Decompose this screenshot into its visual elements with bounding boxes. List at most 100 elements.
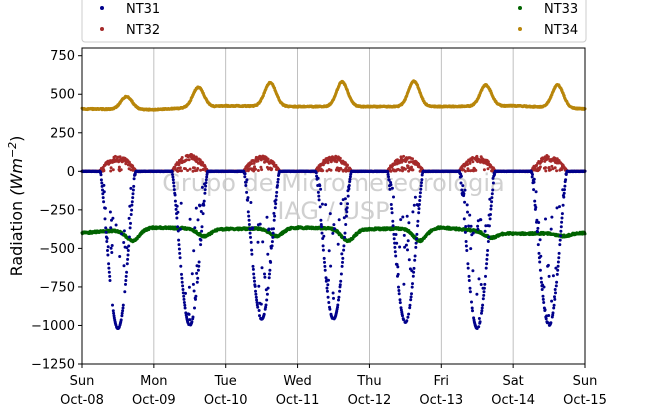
point-nt31: [181, 284, 185, 288]
point-nt31: [183, 303, 187, 307]
point-nt31: [345, 206, 349, 210]
point-nt31: [127, 216, 131, 220]
point-nt31: [316, 190, 320, 194]
point-nt31: [343, 235, 347, 239]
point-nt31: [338, 289, 342, 293]
point-nt32: [270, 167, 274, 171]
point-nt31: [340, 264, 344, 268]
point-nt32: [411, 168, 415, 172]
point-nt32: [259, 165, 263, 169]
point-nt31: [120, 311, 124, 315]
legend-label-nt31: NT31: [126, 2, 160, 17]
point-nt31: [272, 218, 276, 222]
point-nt31: [130, 208, 134, 212]
point-nt31: [190, 272, 194, 276]
point-nt31: [244, 184, 248, 187]
point-nt31: [131, 192, 135, 196]
point-nt31: [263, 275, 267, 279]
point-nt31: [191, 282, 195, 286]
point-nt32: [544, 169, 548, 173]
point-nt31: [177, 238, 181, 242]
point-nt31: [182, 297, 186, 301]
point-nt31: [324, 203, 328, 207]
point-nt31: [199, 210, 203, 213]
point-nt31: [265, 215, 269, 219]
legend-marker-nt33: [518, 6, 522, 10]
point-nt31: [247, 218, 251, 222]
point-nt32: [410, 165, 413, 169]
point-nt31: [314, 171, 318, 175]
point-nt31: [127, 235, 131, 239]
point-nt31: [317, 194, 321, 198]
point-nt31: [244, 180, 248, 184]
point-nt31: [108, 279, 112, 282]
point-nt31: [187, 312, 191, 316]
point-nt31: [121, 309, 125, 313]
point-nt32: [102, 169, 106, 173]
point-nt32: [547, 166, 551, 169]
point-nt31: [316, 176, 320, 180]
point-nt31: [195, 280, 199, 284]
point-nt31: [111, 216, 115, 220]
point-nt32: [389, 169, 393, 173]
point-nt31: [201, 212, 205, 216]
point-nt31: [274, 202, 278, 206]
point-nt31: [200, 229, 204, 233]
point-nt31: [190, 320, 194, 324]
point-nt31: [192, 289, 196, 293]
point-nt31: [251, 264, 255, 268]
point-nt32: [109, 166, 113, 170]
point-nt32: [266, 157, 270, 161]
point-nt31: [126, 253, 130, 257]
point-nt31: [112, 311, 116, 315]
point-nt32: [109, 169, 113, 173]
point-nt31: [347, 187, 351, 191]
point-nt31: [336, 242, 340, 246]
point-nt31: [184, 291, 187, 295]
point-nt31: [271, 231, 275, 235]
point-nt31: [110, 251, 114, 254]
point-nt31: [339, 202, 343, 206]
point-nt31: [204, 181, 208, 185]
point-nt32: [338, 156, 342, 160]
point-nt31: [175, 204, 179, 208]
point-nt31: [121, 306, 125, 310]
point-nt31: [187, 285, 191, 289]
point-nt31: [109, 226, 113, 230]
point-nt32: [191, 169, 195, 173]
legend-label-nt33: NT33: [544, 2, 578, 17]
point-nt31: [103, 217, 107, 221]
point-nt32: [475, 154, 479, 158]
point-nt31: [108, 274, 112, 278]
point-nt31: [243, 172, 247, 176]
point-nt31: [200, 225, 204, 229]
point-nt32: [325, 169, 329, 173]
legend-marker-nt34: [518, 27, 522, 31]
point-nt31: [246, 196, 250, 200]
point-nt31: [107, 262, 111, 266]
point-nt31: [204, 178, 208, 182]
point-nt31: [178, 227, 182, 231]
point-nt31: [268, 272, 271, 276]
point-nt31: [191, 315, 195, 319]
point-nt31: [265, 292, 269, 296]
point-nt31: [270, 240, 274, 244]
point-nt31: [109, 246, 113, 250]
point-nt31: [106, 245, 110, 249]
point-nt31: [176, 229, 180, 233]
point-nt31: [104, 226, 108, 230]
point-nt31: [170, 170, 174, 174]
point-nt31: [120, 232, 123, 236]
point-nt31: [328, 212, 332, 216]
point-nt32: [406, 164, 410, 168]
point-nt31: [250, 252, 254, 256]
point-nt31: [265, 298, 269, 302]
point-nt31: [179, 201, 183, 205]
point-nt32: [252, 161, 256, 165]
point-nt31: [337, 298, 340, 302]
point-nt32: [337, 169, 341, 173]
point-nt31: [319, 187, 323, 191]
point-nt32: [466, 163, 469, 166]
point-nt31: [342, 216, 346, 220]
